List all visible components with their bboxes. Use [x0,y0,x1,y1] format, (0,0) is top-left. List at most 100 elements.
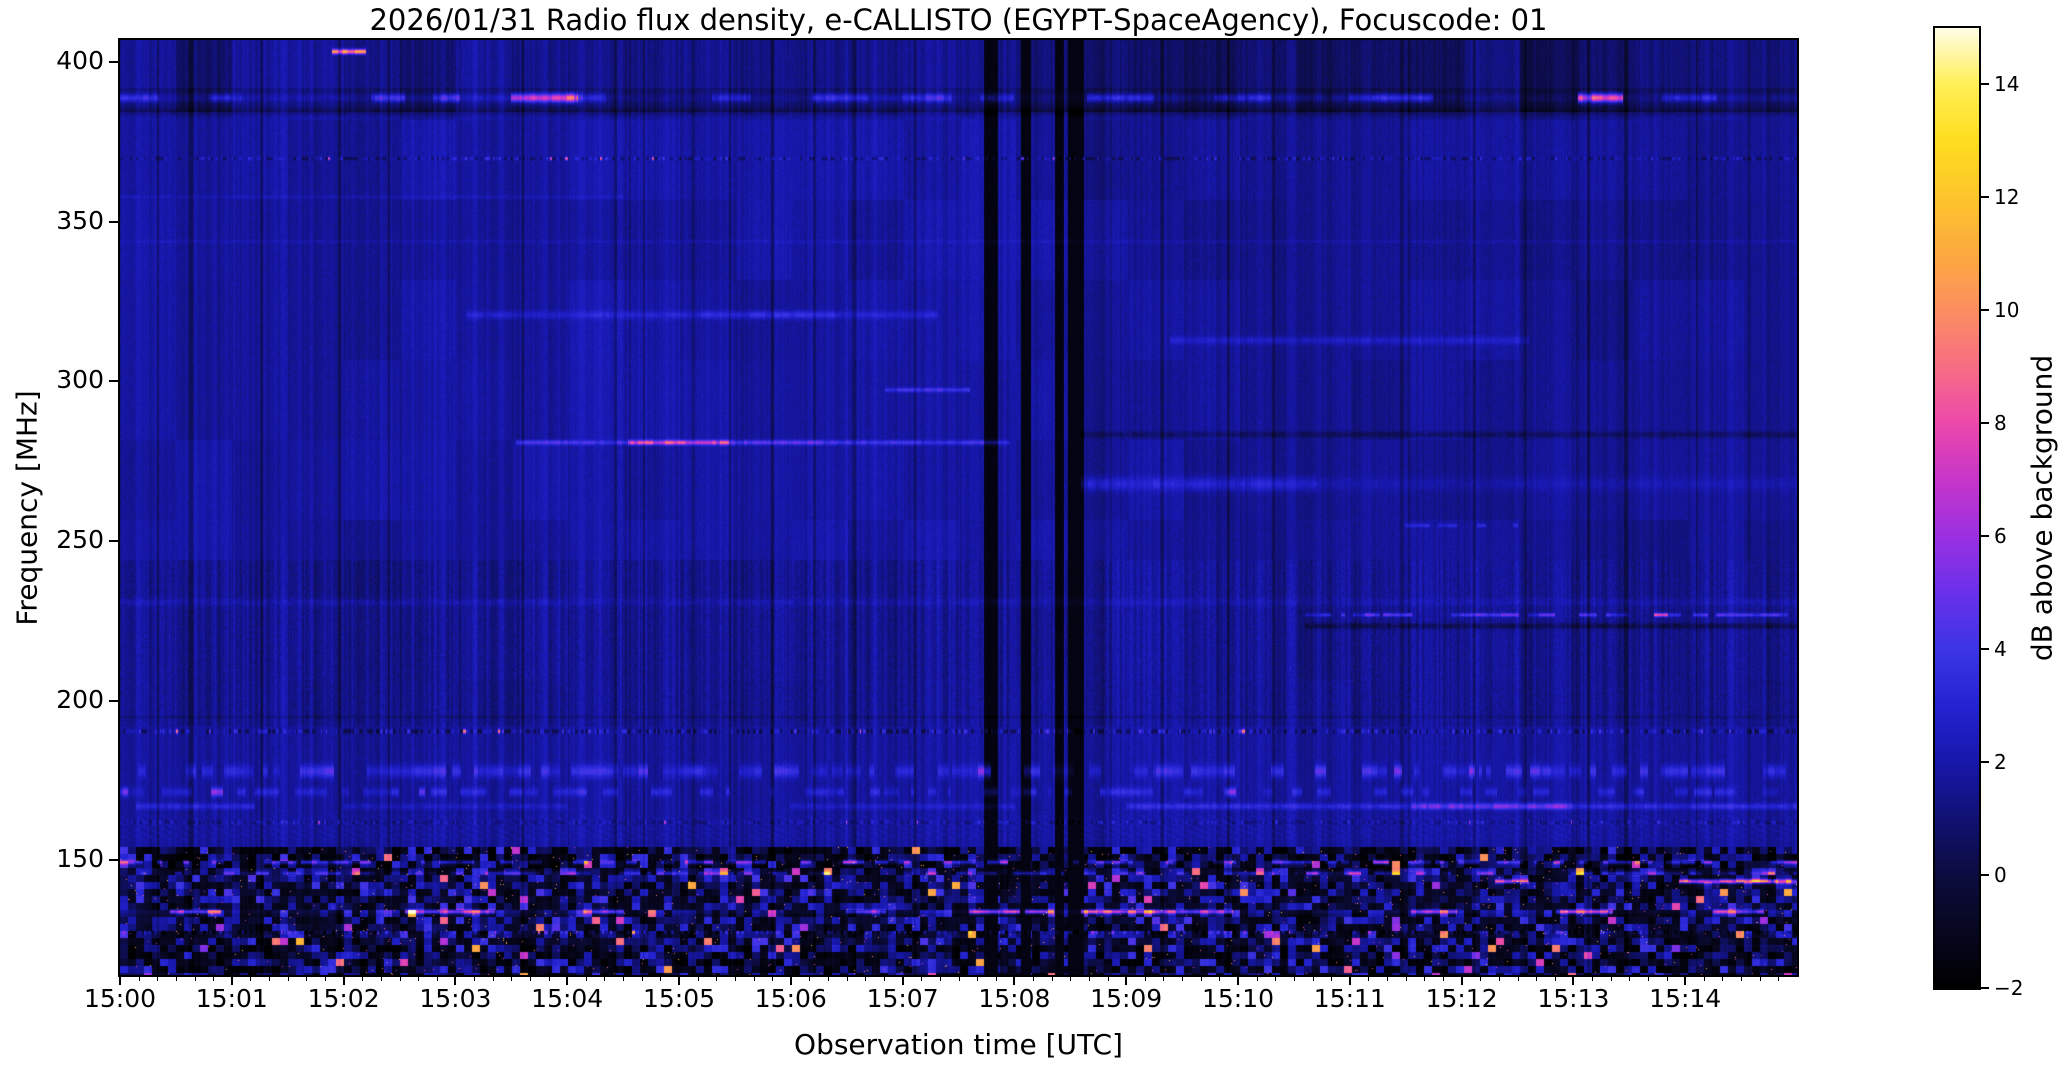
x-minor-tick-mark [1647,977,1649,981]
y-tick-mark [109,61,118,64]
x-minor-tick-mark [324,977,326,981]
x-tick-label: 15:00 [83,984,157,1013]
x-minor-tick-mark [1741,977,1743,981]
y-tick-label: 350 [56,205,104,235]
x-minor-tick-mark [697,977,699,981]
x-minor-tick-mark [250,977,252,981]
colorbar-tick-mark [1981,196,1989,199]
x-tick-label: 15:01 [195,984,268,1013]
x-minor-tick-mark [1722,977,1724,981]
x-minor-tick-mark [1051,977,1053,981]
x-tick-mark [1125,977,1128,985]
colorbar-tick-label: −2 [1994,976,2024,1000]
x-minor-tick-mark [287,977,289,981]
colorbar-tick-mark [1981,761,1989,764]
x-tick-label: 15:14 [1649,984,1722,1013]
x-minor-tick-mark [138,977,140,981]
y-tick-mark [109,220,118,223]
colorbar-tick-label: 0 [1994,863,2007,888]
x-minor-tick-mark [436,977,438,981]
x-minor-tick-mark [1293,977,1295,981]
x-minor-tick-mark [716,977,718,981]
x-tick-label: 15:06 [754,984,827,1013]
x-minor-tick-mark [585,977,587,981]
x-tick-label: 15:12 [1425,984,1498,1013]
x-minor-tick-mark [1405,977,1407,981]
x-tick-mark [1572,977,1575,985]
x-tick-mark [1013,977,1016,985]
x-minor-tick-mark [883,977,885,981]
x-minor-tick-mark [1200,977,1202,981]
colorbar-tick-label: 14 [1994,72,2020,97]
x-minor-tick-mark [1107,977,1109,981]
x-minor-tick-mark [828,977,830,981]
x-minor-tick-mark [1759,977,1761,981]
x-minor-tick-mark [548,977,550,981]
x-minor-tick-mark [1182,977,1184,981]
x-minor-tick-mark [939,977,941,981]
x-minor-tick-mark [1778,977,1780,981]
x-minor-tick-mark [175,977,177,981]
x-tick-mark [119,977,121,985]
y-axis-label: Frequency [MHz] [10,390,44,626]
x-minor-tick-mark [194,977,196,981]
x-tick-label: 15:04 [531,984,604,1013]
x-minor-tick-mark [1144,977,1146,981]
x-tick-mark [1460,977,1463,985]
x-axis-label: Observation time [UTC] [794,1028,1123,1061]
x-minor-tick-mark [1033,977,1035,981]
y-tick-mark [109,540,118,542]
x-minor-tick-mark [418,977,420,981]
x-minor-tick-mark [734,977,736,981]
y-tick-mark [109,699,118,702]
x-tick-label: 15:10 [1201,984,1275,1013]
x-minor-tick-mark [772,977,774,981]
colorbar-tick-label: 12 [1994,185,2020,210]
x-minor-tick-mark [157,977,159,981]
x-minor-tick-mark [641,977,643,981]
y-tick-mark [109,859,118,862]
spectrogram-image [120,40,1797,975]
x-tick-mark [789,977,792,985]
x-minor-tick-mark [846,977,848,981]
x-tick-mark [230,977,233,985]
y-tick-label: 150 [56,844,104,874]
y-tick-label: 300 [56,365,104,395]
x-minor-tick-mark [529,977,531,981]
x-tick-label: 15:05 [642,984,716,1013]
figure-title: 2026/01/31 Radio flux density, e-CALLIST… [369,3,1548,37]
colorbar-tick-mark [1981,874,1989,877]
x-minor-tick-mark [1331,977,1333,981]
y-tick-label: 400 [56,46,104,76]
x-minor-tick-mark [362,977,364,981]
x-tick-label: 15:08 [978,984,1051,1013]
x-tick-mark [901,977,904,985]
x-tick-label: 15:13 [1537,984,1610,1013]
x-minor-tick-mark [492,977,494,981]
colorbar-label: dB above background [2025,354,2059,662]
x-minor-tick-mark [1610,977,1612,981]
colorbar-tick-mark [1981,83,1989,86]
x-minor-tick-mark [660,977,662,981]
colorbar-gradient [1935,28,1979,988]
x-tick-mark [1348,977,1351,985]
x-minor-tick-mark [1312,977,1314,981]
colorbar-tick-mark [1981,535,1989,538]
x-tick-mark [454,977,457,985]
x-tick-label: 15:02 [307,984,380,1013]
y-tick-label: 250 [56,525,104,554]
x-minor-tick-mark [269,977,271,981]
x-minor-tick-mark [213,977,215,981]
colorbar-tick-mark [1981,309,1989,312]
colorbar-tick-label: 6 [1994,524,2007,549]
x-minor-tick-mark [1275,977,1277,981]
x-tick-mark [1237,977,1239,985]
x-minor-tick-mark [1480,977,1482,981]
x-minor-tick-mark [753,977,755,981]
x-minor-tick-mark [380,977,382,981]
y-tick-mark [109,380,118,383]
x-minor-tick-mark [977,977,979,981]
colorbar-tick-mark [1981,987,1989,989]
x-minor-tick-mark [1442,977,1444,981]
